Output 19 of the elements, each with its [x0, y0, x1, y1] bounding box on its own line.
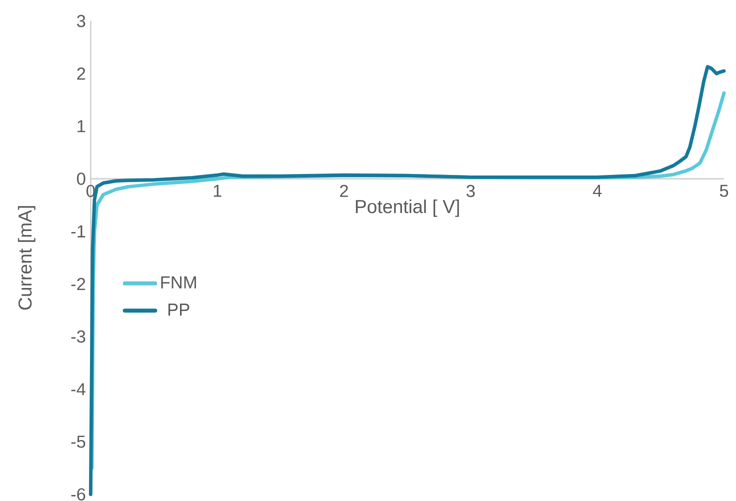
x-tick-label: 4	[592, 184, 602, 197]
x-tick-label: 5	[720, 184, 728, 197]
legend-label: PP	[168, 304, 190, 316]
y-tick-label: -3	[71, 330, 86, 343]
y-tick-label: 2	[77, 68, 86, 80]
y-tick-label: -5	[71, 436, 86, 448]
y-tick-label: 1	[78, 120, 86, 132]
y-tick-label: -2	[71, 278, 86, 290]
y-tick-label: -1	[71, 225, 86, 238]
x-tick-label: 3	[466, 184, 475, 198]
y-tick-label: -6	[71, 488, 86, 500]
x-axis-title: Potential [ V]	[356, 199, 459, 217]
x-tick-label: 2	[340, 184, 348, 197]
y-axis-title: Current [mA]	[18, 206, 36, 310]
y-tick-label: -4	[71, 383, 86, 396]
x-tick-label: 1	[214, 184, 222, 197]
y-tick-label: 0	[76, 172, 86, 185]
legend-label: FNM	[161, 276, 196, 288]
y-tick-label: 3	[76, 14, 86, 28]
